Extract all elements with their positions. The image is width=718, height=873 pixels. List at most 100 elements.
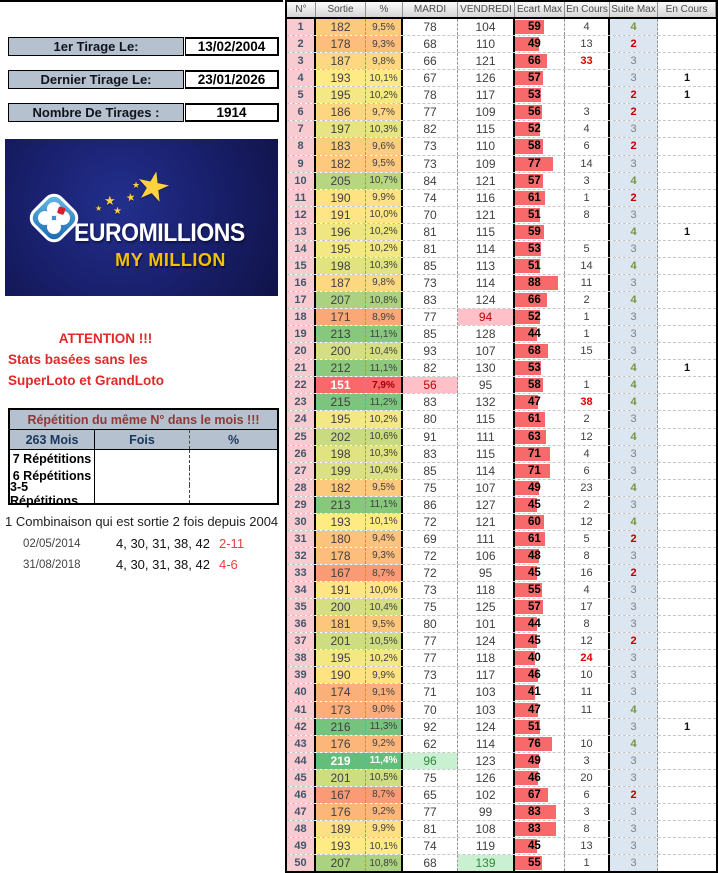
cell-en-cours[interactable]: [565, 223, 610, 240]
cell-suite-en-cours[interactable]: [658, 241, 716, 257]
cell-sortie[interactable]: 195: [316, 650, 366, 667]
cell-en-cours[interactable]: 4: [565, 445, 610, 462]
cell-pct[interactable]: 9,0%: [366, 701, 403, 718]
cell-suite-max[interactable]: 3: [610, 855, 658, 872]
cell-suite-en-cours[interactable]: [658, 497, 716, 513]
col-header[interactable]: N°: [287, 2, 316, 17]
cell-sortie[interactable]: 173: [316, 701, 366, 718]
cell-en-cours[interactable]: [565, 718, 610, 735]
cell-sortie[interactable]: 174: [316, 684, 366, 701]
col-header[interactable]: En Cours: [565, 2, 610, 17]
cell-sortie[interactable]: 197: [316, 121, 366, 138]
cell-suite-max[interactable]: 3: [610, 582, 658, 599]
cell-ecart-max[interactable]: 41: [515, 684, 565, 701]
cell-pct[interactable]: 9,1%: [366, 684, 403, 701]
cell-pct[interactable]: 10,1%: [366, 513, 403, 530]
cell-mardi[interactable]: 81: [403, 223, 458, 240]
cell-suite-max[interactable]: 3: [610, 803, 658, 820]
cell-numero[interactable]: 10: [287, 172, 316, 189]
cell-vendredi[interactable]: 107: [458, 479, 515, 496]
cell-sortie[interactable]: 178: [316, 547, 366, 564]
cell-pct[interactable]: 9,8%: [366, 274, 403, 291]
cell-suite-max[interactable]: 4: [610, 735, 658, 752]
cell-en-cours[interactable]: 6: [565, 462, 610, 479]
cell-en-cours[interactable]: 14: [565, 155, 610, 172]
cell-pct[interactable]: 10,4%: [366, 462, 403, 479]
cell-pct[interactable]: 11,1%: [366, 326, 403, 343]
cell-mardi[interactable]: 85: [403, 462, 458, 479]
cell-vendredi[interactable]: 117: [458, 667, 515, 684]
cell-sortie[interactable]: 212: [316, 360, 366, 377]
cell-vendredi[interactable]: 102: [458, 786, 515, 803]
cell-mardi[interactable]: 77: [403, 309, 458, 326]
cell-ecart-max[interactable]: 47: [515, 394, 565, 411]
cell-vendredi[interactable]: 117: [458, 87, 515, 104]
cell-numero[interactable]: 27: [287, 462, 316, 479]
cell-ecart-max[interactable]: 52: [515, 121, 565, 138]
cell-en-cours[interactable]: 3: [565, 104, 610, 121]
cell-pct[interactable]: 10,2%: [366, 650, 403, 667]
cell-suite-max[interactable]: 2: [610, 36, 658, 53]
cell-vendredi[interactable]: 118: [458, 582, 515, 599]
cell-suite-max[interactable]: 3: [610, 496, 658, 513]
cell-pct[interactable]: 10,0%: [366, 582, 403, 599]
cell-suite-max[interactable]: 3: [610, 121, 658, 138]
cell-en-cours[interactable]: 12: [565, 633, 610, 650]
cell-suite-en-cours[interactable]: [658, 736, 716, 752]
cell-sortie[interactable]: 207: [316, 855, 366, 872]
cell-vendredi[interactable]: 95: [458, 565, 515, 582]
cell-vendredi[interactable]: 123: [458, 752, 515, 769]
cell-vendredi[interactable]: 124: [458, 292, 515, 309]
cell-suite-en-cours[interactable]: [658, 156, 716, 172]
cell-numero[interactable]: 12: [287, 206, 316, 223]
cell-suite-en-cours[interactable]: 1: [683, 720, 691, 733]
cell-suite-max[interactable]: 3: [610, 616, 658, 633]
cell-mardi[interactable]: 81: [403, 820, 458, 837]
cell-mardi[interactable]: 73: [403, 582, 458, 599]
cell-suite-max[interactable]: 4: [610, 428, 658, 445]
cell-ecart-max[interactable]: 55: [515, 855, 565, 872]
cell-sortie[interactable]: 213: [316, 326, 366, 343]
cell-vendredi[interactable]: 125: [458, 599, 515, 616]
cell-suite-max[interactable]: 3: [610, 411, 658, 428]
cell-numero[interactable]: 35: [287, 599, 316, 616]
cell-suite-en-cours[interactable]: [658, 292, 716, 308]
cell-suite-en-cours[interactable]: [658, 275, 716, 291]
cell-numero[interactable]: 46: [287, 786, 316, 803]
cell-sortie[interactable]: 191: [316, 206, 366, 223]
cell-pct[interactable]: 10,8%: [366, 292, 403, 309]
cell-pct[interactable]: 10,6%: [366, 428, 403, 445]
cell-en-cours[interactable]: 14: [565, 257, 610, 274]
cell-suite-en-cours[interactable]: [658, 838, 716, 854]
col-header[interactable]: Ecart Max: [515, 2, 565, 17]
cell-numero[interactable]: 3: [287, 53, 316, 70]
cell-numero[interactable]: 38: [287, 650, 316, 667]
cell-ecart-max[interactable]: 49: [515, 479, 565, 496]
cell-sortie[interactable]: 198: [316, 445, 366, 462]
cell-ecart-max[interactable]: 57: [515, 70, 565, 87]
cell-vendredi[interactable]: 109: [458, 155, 515, 172]
cell-suite-max[interactable]: 3: [610, 309, 658, 326]
cell-pct[interactable]: 10,2%: [366, 240, 403, 257]
cell-mardi[interactable]: 73: [403, 667, 458, 684]
cell-mardi[interactable]: 56: [403, 377, 458, 394]
cell-mardi[interactable]: 75: [403, 479, 458, 496]
cell-ecart-max[interactable]: 67: [515, 786, 565, 803]
cell-sortie[interactable]: 180: [316, 530, 366, 547]
cell-numero[interactable]: 24: [287, 411, 316, 428]
cell-ecart-max[interactable]: 58: [515, 138, 565, 155]
cell-pct[interactable]: 11,2%: [366, 394, 403, 411]
cell-vendredi[interactable]: 103: [458, 684, 515, 701]
cell-suite-en-cours[interactable]: [658, 514, 716, 530]
cell-numero[interactable]: 40: [287, 684, 316, 701]
cell-sortie[interactable]: 195: [316, 411, 366, 428]
cell-pct[interactable]: 9,4%: [366, 530, 403, 547]
cell-mardi[interactable]: 74: [403, 189, 458, 206]
cell-suite-en-cours[interactable]: 1: [683, 362, 691, 375]
draw-count-value[interactable]: 1914: [185, 103, 279, 122]
cell-en-cours[interactable]: 8: [565, 820, 610, 837]
cell-suite-max[interactable]: 3: [610, 343, 658, 360]
cell-en-cours[interactable]: 4: [565, 121, 610, 138]
cell-numero[interactable]: 30: [287, 513, 316, 530]
cell-numero[interactable]: 34: [287, 582, 316, 599]
